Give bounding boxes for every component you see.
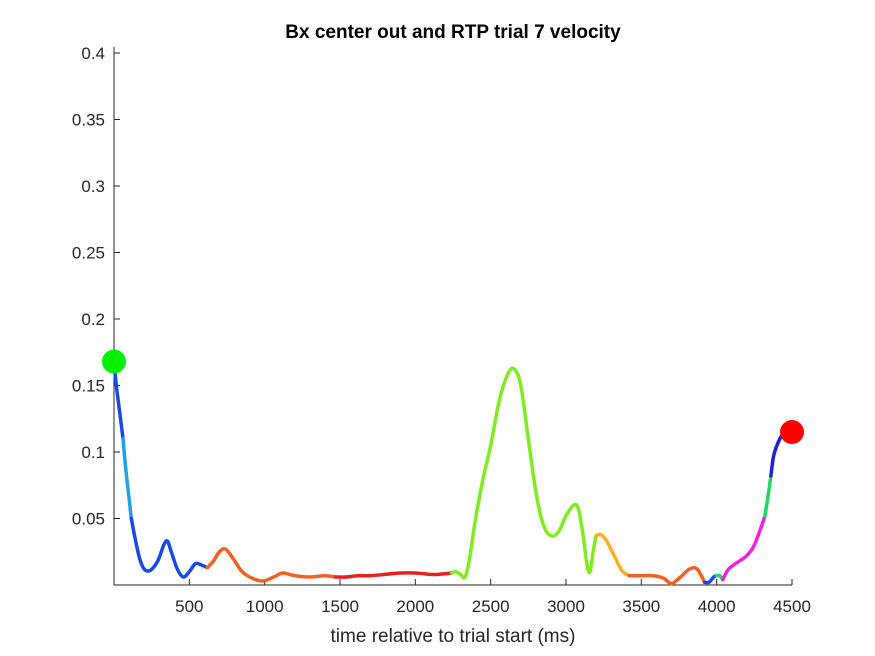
- chart-axes: [113, 47, 792, 586]
- series-markers: [102, 349, 804, 445]
- velocity-line-segment: [594, 532, 632, 578]
- y-tick-label: 0.2: [81, 310, 105, 329]
- y-tick-label: 0.3: [81, 177, 105, 196]
- x-tick-label: 2500: [472, 597, 510, 616]
- x-tick-label: 500: [175, 597, 203, 616]
- x-tick-label: 3000: [547, 597, 585, 616]
- x-axis-label: time relative to trial start (ms): [331, 626, 576, 647]
- velocity-line-segment: [720, 514, 767, 582]
- x-tick-label: 2000: [396, 597, 434, 616]
- velocity-line-segment: [763, 474, 773, 518]
- y-ticks: 0.05 0.1 0.15 0.2 0.25 0.3 0.35 0.4: [72, 44, 120, 529]
- velocity-line-segment: [449, 366, 598, 580]
- velocity-line-segment: [702, 573, 719, 585]
- y-tick-label: 0.25: [72, 244, 105, 263]
- y-tick-label: 0.4: [81, 44, 105, 63]
- x-tick-label: 3500: [622, 597, 660, 616]
- trajectory-marker: [780, 420, 804, 445]
- velocity-line-segment: [205, 547, 338, 583]
- x-tick-label: 1500: [321, 597, 359, 616]
- y-tick-label: 0.05: [72, 510, 105, 529]
- y-tick-label: 0.35: [72, 111, 105, 130]
- x-tick-label: 4000: [698, 597, 736, 616]
- velocity-line-segment: [627, 565, 707, 586]
- x-ticks: 500 1000 1500 2000 2500 3000 3500 4000 4500: [175, 579, 811, 616]
- velocity-line-segment: [129, 516, 210, 579]
- trajectory-marker: [102, 349, 126, 374]
- velocity-line-segment: [333, 571, 454, 579]
- velocity-line-segment: [121, 436, 134, 521]
- y-tick-label: 0.1: [81, 443, 105, 462]
- x-tick-label: 4500: [773, 597, 811, 616]
- x-tick-label: 1000: [246, 597, 284, 616]
- y-tick-label: 0.15: [72, 377, 105, 396]
- series-lines: [112, 359, 794, 586]
- chart-title: Bx center out and RTP trial 7 velocity: [285, 22, 621, 43]
